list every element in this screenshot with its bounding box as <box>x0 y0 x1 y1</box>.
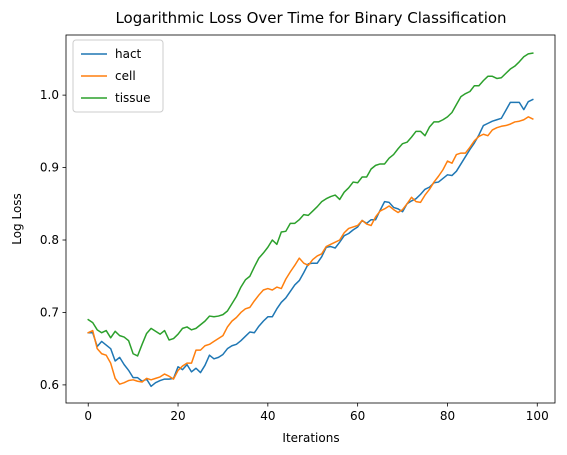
plot-frame <box>65 34 556 404</box>
legend-label-cell: cell <box>115 69 136 83</box>
x-tick-label: 60 <box>350 409 365 423</box>
y-tick-label: 1.0 <box>40 88 59 102</box>
y-axis: 0.6 0.7 0.8 0.9 1.0 <box>40 88 66 392</box>
x-tick-label: 20 <box>170 409 185 423</box>
legend: hact cell tissue <box>72 39 164 113</box>
y-axis-label: Log Loss <box>10 193 24 245</box>
y-tick-label: 0.8 <box>40 233 59 247</box>
x-tick-label: 80 <box>440 409 455 423</box>
x-tick-label: 100 <box>526 409 549 423</box>
x-axis-label: Iterations <box>282 431 339 445</box>
y-tick-label: 0.9 <box>40 161 59 175</box>
series-layer <box>87 52 534 388</box>
y-tick-label: 0.6 <box>40 378 59 392</box>
legend-box <box>72 39 164 113</box>
chart-title: Logarithmic Loss Over Time for Binary Cl… <box>115 9 506 27</box>
series-line-cell <box>87 116 534 385</box>
legend-label-hact: hact <box>115 47 142 61</box>
x-tick-label: 40 <box>260 409 275 423</box>
x-axis: 0 20 40 60 80 100 <box>84 403 549 423</box>
x-tick-label: 0 <box>84 409 92 423</box>
series-line-tissue <box>87 52 534 357</box>
legend-label-tissue: tissue <box>115 91 151 105</box>
y-tick-label: 0.7 <box>40 305 59 319</box>
